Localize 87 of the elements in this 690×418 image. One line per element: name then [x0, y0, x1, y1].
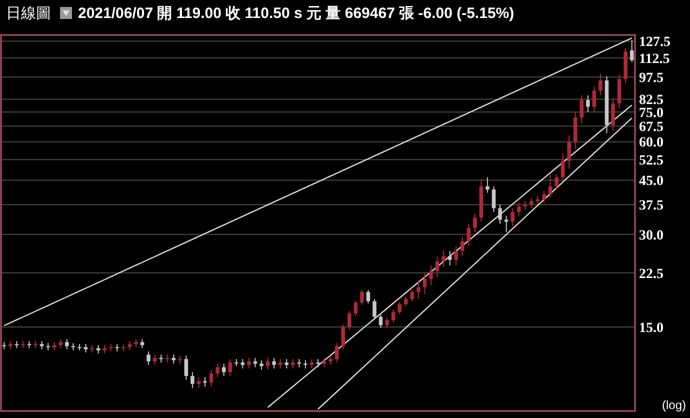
candlestick: [454, 246, 458, 266]
line-series: [317, 117, 632, 410]
candlestick: [372, 298, 376, 320]
candlestick: [240, 358, 245, 369]
y-tick-label: 97.5: [639, 70, 664, 86]
candlestick: [2, 342, 6, 350]
candlestick: [554, 174, 558, 190]
candlestick: [348, 310, 352, 330]
y-tick-label: 37.5: [639, 198, 664, 214]
candlestick: [378, 314, 383, 328]
y-tick-label: 67.5: [639, 120, 664, 135]
chart-title: 日線圖: [6, 5, 51, 22]
candlestick: [46, 342, 50, 351]
candlestick: [260, 360, 264, 370]
candlestick: [598, 73, 602, 96]
y-tick-label: 30.0: [639, 228, 664, 244]
candlestick: [284, 358, 288, 369]
candlestick: [429, 264, 433, 286]
candlestick: [354, 300, 358, 316]
candlestick: [442, 250, 446, 268]
candlestick: [334, 342, 339, 364]
candlestick: [611, 98, 615, 132]
candlestick: [209, 369, 214, 388]
candlestick: [542, 190, 546, 204]
y-tick-label: 45.0: [639, 174, 664, 190]
candlestick: [140, 338, 144, 349]
candlestick: [190, 372, 194, 389]
candlestick: [504, 215, 508, 233]
candlestick: [203, 376, 207, 388]
candlestick: [410, 289, 414, 302]
candlestick: [466, 223, 471, 247]
candlestick: [291, 358, 295, 369]
candlestick: [530, 197, 534, 209]
candlestick: [360, 289, 364, 306]
y-tick-label: 60.0: [639, 136, 664, 151]
candlestick: [122, 344, 126, 352]
line-series: [267, 104, 632, 408]
candlestick: [630, 40, 634, 63]
candlestick: [184, 355, 188, 380]
candlestick: [567, 134, 571, 170]
y-tick-label: 22.5: [639, 266, 664, 282]
candlestick: [498, 204, 502, 224]
candlestick: [366, 289, 370, 304]
candlestick: [328, 355, 332, 366]
candlestick: [492, 186, 496, 212]
candlestick: [272, 357, 276, 369]
candlestick: [385, 317, 389, 328]
candlestick: [115, 344, 120, 352]
candlestick: [146, 350, 150, 366]
y-tick-label: 82.5: [639, 93, 664, 108]
candlestick: [58, 338, 63, 349]
candlestick: [247, 357, 251, 369]
y-tick-label: 75.0: [639, 106, 664, 121]
candlestick: [560, 152, 565, 181]
y-tick-label: 127.5: [639, 35, 670, 50]
candlestick: [398, 301, 402, 315]
chart-subtitle: 2021/06/07 開 119.00 收 110.50 s 元 量 669467 張 -6.00 (-5.15%): [78, 5, 514, 22]
line-series: [4, 37, 632, 326]
candlestick: [341, 324, 345, 350]
candlestick: [586, 94, 590, 113]
candlestick: [592, 86, 596, 113]
candlestick: [548, 174, 552, 198]
candlestick: [416, 280, 420, 300]
candlestick: [196, 376, 201, 389]
candlestick: [510, 208, 514, 226]
y-tick-label: 15.0: [639, 320, 664, 336]
candlestick: [473, 213, 477, 233]
y-tick-label: 52.5: [639, 154, 664, 169]
text: (log): [662, 398, 686, 412]
candlestick: [216, 363, 220, 378]
candlestick: [486, 176, 490, 194]
candlestick: [404, 296, 408, 307]
candlestick: [435, 256, 440, 278]
candlestick: [422, 272, 427, 295]
candlestick: [172, 354, 176, 364]
candlestick: [228, 358, 232, 376]
candlestick: [516, 202, 521, 216]
candlestick: [152, 354, 157, 366]
y-tick-label: 112.5: [639, 52, 670, 67]
candlestick: [310, 358, 314, 369]
candlestick: [65, 338, 69, 350]
candlestick: [460, 236, 464, 257]
candlestick: [278, 358, 282, 369]
candlestick: [448, 250, 452, 266]
candlestick: [128, 340, 132, 351]
candlestick: [391, 309, 396, 324]
candlestick: [580, 94, 584, 124]
